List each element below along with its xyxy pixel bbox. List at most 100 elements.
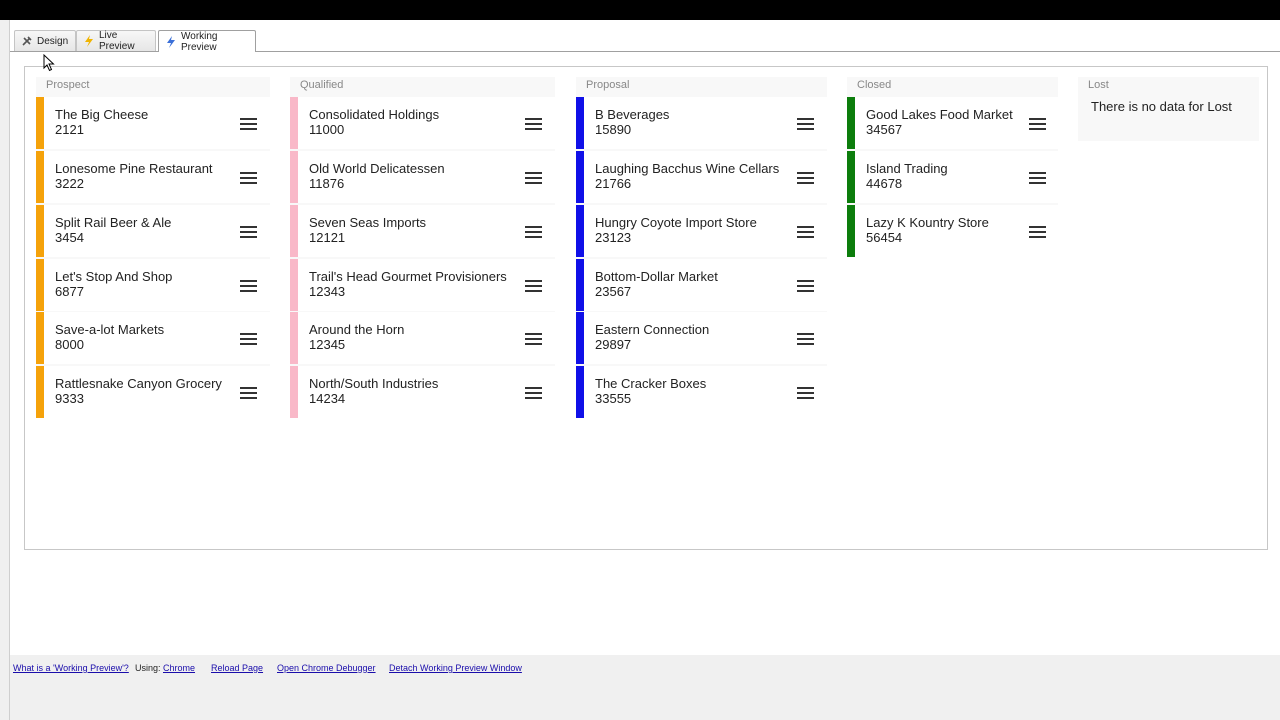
- lightning-icon: [165, 35, 177, 48]
- kanban-card[interactable]: Trail's Head Gourmet Provisioners 12343: [290, 259, 555, 311]
- hamburger-menu-icon[interactable]: [240, 172, 257, 185]
- hamburger-menu-icon[interactable]: [240, 118, 257, 131]
- kanban-card[interactable]: Eastern Connection 29897: [576, 312, 827, 364]
- column-title: Proposal: [586, 79, 630, 91]
- tab-live-preview[interactable]: Live Preview: [76, 30, 156, 52]
- hamburger-menu-icon[interactable]: [525, 280, 542, 293]
- kanban-card[interactable]: Split Rail Beer & Ale 3454: [36, 205, 270, 257]
- hamburger-menu-icon[interactable]: [525, 172, 542, 185]
- card-value: 14234: [309, 391, 346, 406]
- hamburger-menu-icon[interactable]: [240, 226, 257, 239]
- kanban-card[interactable]: B Beverages 15890: [576, 97, 827, 149]
- kanban-card[interactable]: Hungry Coyote Import Store 23123: [576, 205, 827, 257]
- card-value: 11876: [309, 176, 345, 191]
- card-name: Eastern Connection: [595, 322, 710, 337]
- card-color-bar: [576, 205, 584, 257]
- kanban-card[interactable]: Island Trading 44678: [847, 151, 1058, 203]
- card-value: 12345: [309, 337, 346, 352]
- card-color-bar: [847, 151, 855, 203]
- kanban-card[interactable]: Bottom-Dollar Market 23567: [576, 259, 827, 311]
- hamburger-menu-icon[interactable]: [797, 226, 814, 239]
- card-name: Let's Stop And Shop: [55, 269, 173, 284]
- card-color-bar: [576, 151, 584, 203]
- card-color-bar: [576, 97, 584, 149]
- window-title-bar: [0, 0, 1280, 20]
- card-color-bar: [290, 205, 298, 257]
- card-color-bar: [36, 151, 44, 203]
- card-color-bar: [290, 151, 298, 203]
- hamburger-menu-icon[interactable]: [1029, 172, 1046, 185]
- hamburger-menu-icon[interactable]: [525, 333, 542, 346]
- kanban-card[interactable]: Lonesome Pine Restaurant 3222: [36, 151, 270, 203]
- card-value: 23123: [595, 230, 632, 245]
- card-color-bar: [576, 366, 584, 418]
- hamburger-menu-icon[interactable]: [525, 118, 542, 131]
- card-name: B Beverages: [595, 107, 670, 122]
- kanban-card[interactable]: Around the Horn 12345: [290, 312, 555, 364]
- card-name: Split Rail Beer & Ale: [55, 215, 172, 230]
- card-value: 12343: [309, 284, 346, 299]
- hamburger-menu-icon[interactable]: [525, 226, 542, 239]
- card-value: 3222: [55, 176, 84, 191]
- card-color-bar: [847, 205, 855, 257]
- hamburger-menu-icon[interactable]: [525, 387, 542, 400]
- left-frame-edge: [0, 20, 10, 720]
- card-color-bar: [290, 97, 298, 149]
- card-color-bar: [290, 366, 298, 418]
- kanban-card[interactable]: Save-a-lot Markets 8000: [36, 312, 270, 364]
- column-title: Qualified: [300, 79, 344, 91]
- hamburger-menu-icon[interactable]: [797, 280, 814, 293]
- browser-chrome-link[interactable]: Chrome: [163, 663, 196, 673]
- kanban-card[interactable]: Rattlesnake Canyon Grocery 9333: [36, 366, 270, 418]
- kanban-card[interactable]: Lazy K Kountry Store 56454: [847, 205, 1058, 257]
- column-lost: Lost There is no data for Lost: [1078, 77, 1259, 141]
- kanban-card[interactable]: Let's Stop And Shop 6877: [36, 259, 270, 311]
- kanban-card[interactable]: Old World Delicatessen 11876: [290, 151, 555, 203]
- hamburger-menu-icon[interactable]: [240, 280, 257, 293]
- open-debugger-link[interactable]: Open Chrome Debugger: [277, 663, 376, 673]
- kanban-card[interactable]: Seven Seas Imports 12121: [290, 205, 555, 257]
- card-value: 33555: [595, 391, 632, 406]
- kanban-card[interactable]: Good Lakes Food Market 34567: [847, 97, 1058, 149]
- card-name: The Big Cheese: [55, 107, 149, 122]
- hamburger-menu-icon[interactable]: [240, 387, 257, 400]
- card-value: 34567: [866, 122, 903, 137]
- column-prospect: Prospect The Big Cheese 2121 Lonesome Pi…: [36, 77, 270, 418]
- kanban-card[interactable]: The Cracker Boxes 33555: [576, 366, 827, 418]
- tab-working-preview[interactable]: Working Preview: [158, 30, 256, 53]
- card-name: Trail's Head Gourmet Provisioners: [309, 269, 507, 284]
- card-color-bar: [290, 259, 298, 311]
- card-name: Old World Delicatessen: [309, 161, 445, 176]
- card-value: 12121: [309, 230, 346, 245]
- tab-design[interactable]: Design: [14, 30, 76, 51]
- hamburger-menu-icon[interactable]: [797, 172, 814, 185]
- card-name: Lonesome Pine Restaurant: [55, 161, 213, 176]
- hamburger-menu-icon[interactable]: [240, 333, 257, 346]
- hamburger-menu-icon[interactable]: [1029, 226, 1046, 239]
- kanban-card[interactable]: Consolidated Holdings 11000: [290, 97, 555, 149]
- card-color-bar: [36, 312, 44, 364]
- card-color-bar: [576, 259, 584, 311]
- column-qualified: Qualified Consolidated Holdings 11000 Ol…: [290, 77, 555, 418]
- hamburger-menu-icon[interactable]: [797, 118, 814, 131]
- kanban-card[interactable]: Laughing Bacchus Wine Cellars 21766: [576, 151, 827, 203]
- column-closed: Closed Good Lakes Food Market 34567 Isla…: [847, 77, 1058, 257]
- card-name: The Cracker Boxes: [595, 376, 707, 391]
- card-value: 21766: [595, 176, 632, 191]
- detach-window-link[interactable]: Detach Working Preview Window: [389, 663, 522, 673]
- card-name: Consolidated Holdings: [309, 107, 440, 122]
- kanban-card[interactable]: North/South Industries 14234: [290, 366, 555, 418]
- card-value: 15890: [595, 122, 632, 137]
- what-is-working-preview-link[interactable]: What is a 'Working Preview'?: [13, 663, 129, 673]
- tools-icon: [21, 35, 33, 47]
- column-proposal: Proposal B Beverages 15890 Laughing Bacc…: [576, 77, 827, 418]
- lightning-icon: [83, 35, 95, 47]
- card-name: Island Trading: [866, 161, 948, 176]
- column-title: Closed: [857, 79, 892, 91]
- kanban-card[interactable]: The Big Cheese 2121: [36, 97, 270, 149]
- reload-page-link[interactable]: Reload Page: [211, 663, 264, 673]
- hamburger-menu-icon[interactable]: [797, 333, 814, 346]
- hamburger-menu-icon[interactable]: [1029, 118, 1046, 131]
- hamburger-menu-icon[interactable]: [797, 387, 814, 400]
- mouse-cursor-icon: [43, 54, 55, 72]
